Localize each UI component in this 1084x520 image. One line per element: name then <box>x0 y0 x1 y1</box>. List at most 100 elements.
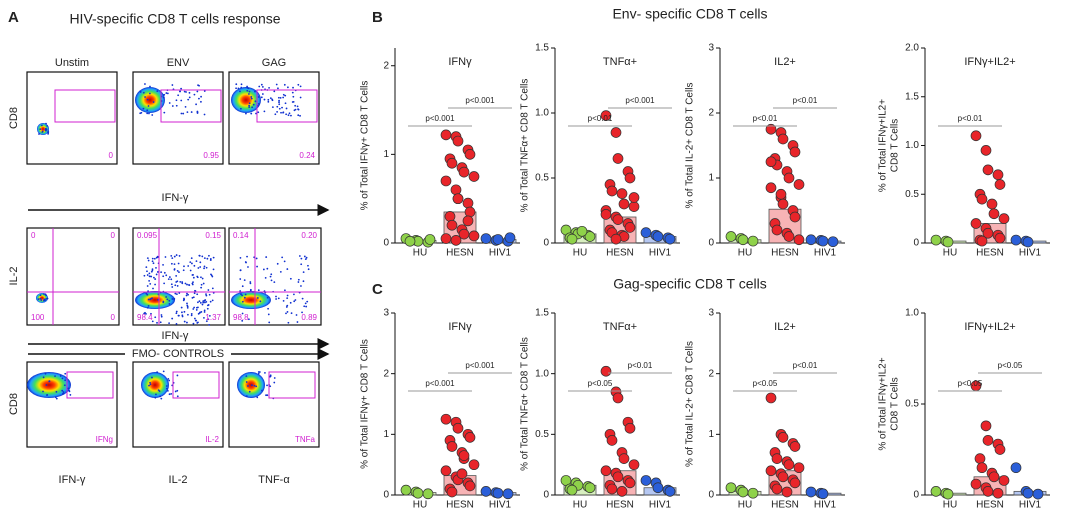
cell-dot <box>305 256 308 259</box>
cell-dot <box>267 307 269 310</box>
cell-dot <box>196 322 199 324</box>
y-axis-label: % of Total IFNγ+ CD8 T Cells <box>360 81 371 211</box>
data-point <box>783 231 795 242</box>
cell-dot <box>192 296 195 299</box>
cell-dot <box>167 278 170 281</box>
cell-dot <box>205 320 208 323</box>
cell-dot <box>200 100 202 103</box>
cell-dot <box>193 292 196 295</box>
cell-dot <box>212 268 215 271</box>
data-point <box>612 471 624 483</box>
cell-dot <box>202 301 205 304</box>
cell-dot <box>159 321 162 324</box>
cell-dot <box>147 298 150 301</box>
cell-dot <box>142 107 145 110</box>
x-tick-label: HIV1 <box>649 248 672 259</box>
cell-dot <box>199 301 202 304</box>
cell-dot <box>295 314 298 316</box>
x-tick-label: HESN <box>446 248 474 259</box>
cell-dot <box>235 83 238 86</box>
cell-dot <box>45 122 47 125</box>
cell-dot <box>151 269 154 272</box>
data-point <box>624 222 636 233</box>
data-point <box>566 233 578 245</box>
cell-dot <box>154 396 157 399</box>
cell-dot <box>203 265 206 268</box>
cell-dot <box>192 273 194 276</box>
quadrant-value: 0 <box>111 231 116 240</box>
cell-dot <box>258 371 261 373</box>
cell-dot <box>190 314 193 317</box>
data-point <box>789 441 801 452</box>
cell-dot <box>145 266 148 268</box>
cell-dot <box>175 323 178 325</box>
cell-dot <box>261 93 264 95</box>
cell-dot <box>185 294 188 297</box>
x-tick-label: HESN <box>976 248 1004 259</box>
gate <box>54 89 116 123</box>
cell-dot <box>176 395 179 398</box>
cell-dot <box>250 96 253 98</box>
data-point <box>440 175 452 187</box>
cell-dot <box>301 311 303 314</box>
gate-label: IFNg <box>96 435 113 444</box>
cell-dot <box>188 91 191 94</box>
cell-dot <box>197 312 200 315</box>
cell-dot <box>203 311 206 313</box>
data-point <box>446 157 458 169</box>
chart-title: IFNγ <box>448 321 472 333</box>
cell-dot <box>286 311 289 313</box>
cell-dot <box>283 83 286 86</box>
data-point <box>640 475 652 486</box>
data-point <box>444 211 456 222</box>
cell-dot <box>146 257 149 260</box>
cell-dot <box>203 299 206 302</box>
cell-dot <box>175 104 178 107</box>
x-tick-label: HIV1 <box>1019 500 1042 511</box>
cell-dot <box>37 298 40 301</box>
data-point <box>464 432 476 443</box>
data-point <box>747 487 759 499</box>
cell-dot <box>293 300 296 303</box>
cell-dot <box>268 321 271 324</box>
data-point <box>982 227 994 239</box>
data-point <box>628 192 640 203</box>
cell-dot <box>180 99 183 102</box>
cell-dot <box>240 293 242 296</box>
cell-dot <box>241 300 244 303</box>
cell-dot <box>248 390 251 393</box>
data-point <box>462 197 474 209</box>
cell-dot <box>151 376 153 379</box>
cell-cloud <box>135 87 165 113</box>
chart-title: IFNγ+IL2+ <box>964 56 1015 68</box>
data-point <box>450 234 462 246</box>
data-point <box>618 453 630 464</box>
cell-dot <box>146 112 149 115</box>
data-point <box>793 462 805 474</box>
data-point <box>404 235 416 247</box>
data-point <box>652 231 664 242</box>
cell-dot <box>288 112 291 115</box>
cell-dot <box>203 90 206 92</box>
data-point <box>998 213 1010 224</box>
cell-dot <box>191 283 194 286</box>
cell-dot <box>245 381 248 383</box>
cell-dot <box>297 83 300 86</box>
cell-dot <box>256 396 259 399</box>
y-tick-label: 0.5 <box>905 189 919 200</box>
cell-dot <box>155 256 158 259</box>
cell-dot <box>175 293 178 296</box>
data-point <box>747 235 759 247</box>
data-point <box>446 441 458 452</box>
cell-dot <box>266 296 269 299</box>
cell-dot <box>182 112 185 115</box>
cell-dot <box>250 112 253 115</box>
cell-dot <box>193 264 196 267</box>
data-point <box>612 392 624 404</box>
data-point <box>652 482 664 494</box>
p-value: p<0.05 <box>958 379 983 388</box>
cell-dot <box>149 381 151 384</box>
cell-dot <box>175 99 178 102</box>
data-point <box>765 392 777 404</box>
y-tick-label: 0 <box>383 490 389 501</box>
